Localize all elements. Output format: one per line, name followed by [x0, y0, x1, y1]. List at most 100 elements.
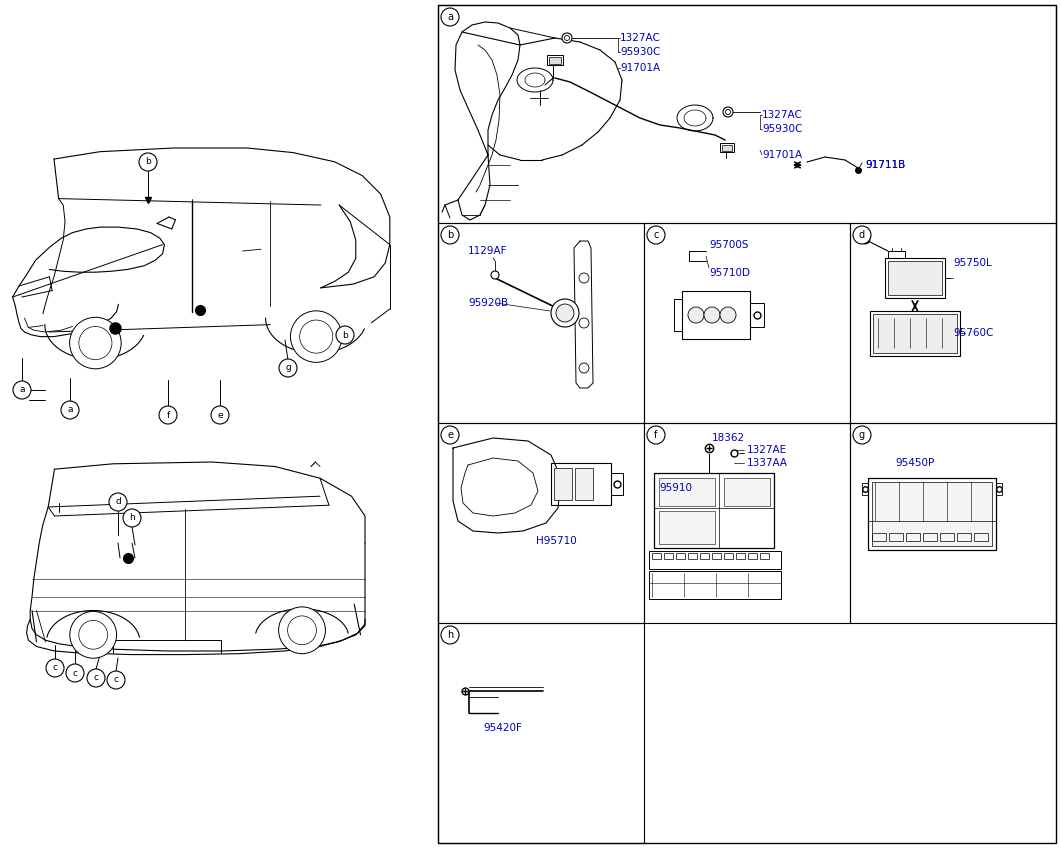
Text: c: c	[654, 230, 659, 240]
Text: c: c	[72, 668, 77, 678]
Bar	[575, 468, 593, 500]
Circle shape	[70, 611, 117, 658]
Circle shape	[551, 299, 579, 327]
Bar	[664, 553, 673, 559]
Circle shape	[647, 226, 665, 244]
Circle shape	[853, 226, 871, 244]
Text: 95760C: 95760C	[953, 328, 993, 338]
Circle shape	[66, 664, 84, 682]
Circle shape	[159, 406, 177, 424]
Bar	[659, 511, 715, 544]
Bar	[760, 553, 769, 559]
Text: c: c	[52, 663, 57, 672]
Circle shape	[720, 307, 736, 323]
Text: b: b	[447, 230, 453, 240]
Bar	[872, 533, 886, 541]
Bar	[438, 223, 644, 423]
Circle shape	[123, 509, 141, 527]
Circle shape	[288, 616, 316, 644]
Bar	[549, 57, 561, 64]
Circle shape	[441, 226, 459, 244]
Circle shape	[441, 8, 459, 26]
Circle shape	[860, 234, 869, 242]
Text: g: g	[859, 430, 865, 440]
Bar	[644, 223, 850, 423]
Text: d: d	[116, 498, 121, 506]
Bar	[870, 311, 960, 356]
Bar	[868, 478, 996, 550]
Text: 1327AC: 1327AC	[620, 33, 661, 43]
Circle shape	[564, 36, 570, 41]
Circle shape	[726, 109, 731, 114]
Circle shape	[647, 426, 665, 444]
Text: c: c	[114, 676, 119, 684]
Bar	[888, 261, 942, 295]
Text: 1337AA: 1337AA	[747, 458, 788, 468]
Circle shape	[279, 607, 326, 654]
Bar	[653, 553, 661, 559]
Text: 1327AC: 1327AC	[762, 110, 803, 120]
Circle shape	[46, 659, 64, 677]
Bar	[850, 223, 1056, 423]
Bar	[438, 5, 1056, 223]
Bar	[720, 143, 734, 152]
Circle shape	[441, 626, 459, 644]
Text: e: e	[447, 430, 453, 440]
Bar	[676, 553, 685, 559]
Text: 95450P: 95450P	[895, 458, 935, 468]
Circle shape	[562, 33, 572, 43]
Bar	[996, 483, 1002, 495]
Text: 95930C: 95930C	[762, 124, 802, 134]
Circle shape	[491, 271, 499, 279]
Circle shape	[723, 107, 733, 117]
Text: 95920B: 95920B	[468, 298, 508, 308]
Circle shape	[87, 669, 105, 687]
Circle shape	[688, 307, 705, 323]
Circle shape	[109, 493, 127, 511]
Circle shape	[279, 359, 297, 377]
Bar	[724, 553, 733, 559]
Circle shape	[13, 381, 31, 399]
Text: 95420F: 95420F	[483, 723, 522, 733]
Bar	[659, 478, 715, 506]
Bar	[688, 553, 697, 559]
Text: a: a	[447, 12, 453, 22]
Bar	[649, 551, 781, 569]
Circle shape	[853, 426, 871, 444]
Circle shape	[107, 671, 125, 689]
Circle shape	[211, 406, 229, 424]
Text: 95910: 95910	[659, 483, 692, 493]
Text: 1129AF: 1129AF	[468, 246, 507, 256]
Bar	[721, 145, 732, 151]
Text: g: g	[285, 364, 291, 372]
Text: b: b	[145, 158, 151, 166]
Text: f: f	[167, 410, 170, 420]
Bar	[611, 473, 623, 495]
Circle shape	[70, 317, 121, 369]
Text: 91711B: 91711B	[865, 160, 905, 170]
Text: f: f	[655, 430, 658, 440]
Bar	[712, 553, 721, 559]
Bar	[906, 533, 920, 541]
Bar	[438, 623, 644, 843]
Bar	[554, 468, 572, 500]
Bar	[547, 55, 563, 65]
Bar	[957, 533, 971, 541]
Circle shape	[705, 307, 720, 323]
Text: 91711B: 91711B	[865, 160, 905, 170]
Text: 95710D: 95710D	[709, 268, 750, 278]
Text: 91701A: 91701A	[762, 150, 802, 160]
Circle shape	[336, 326, 354, 344]
Text: h: h	[447, 630, 453, 640]
Text: a: a	[67, 405, 73, 415]
Circle shape	[299, 320, 333, 353]
Bar	[700, 553, 709, 559]
Bar	[873, 314, 957, 353]
Bar	[750, 303, 764, 327]
Text: a: a	[19, 386, 24, 394]
Circle shape	[60, 401, 79, 419]
Bar	[438, 5, 1056, 843]
Text: e: e	[218, 410, 223, 420]
Bar	[889, 533, 903, 541]
Text: 95700S: 95700S	[709, 240, 748, 250]
